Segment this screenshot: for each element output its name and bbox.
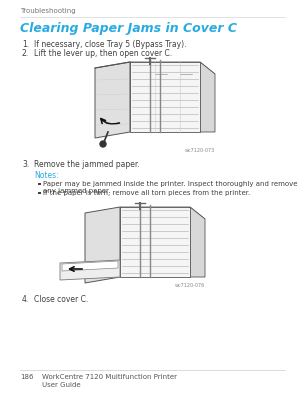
Polygon shape (120, 207, 190, 277)
Polygon shape (130, 62, 215, 74)
Text: Lift the lever up, then open cover C.: Lift the lever up, then open cover C. (34, 49, 172, 58)
Text: If the paper is torn, remove all torn pieces from the printer.: If the paper is torn, remove all torn pi… (43, 190, 250, 196)
Text: Remove the jammed paper.: Remove the jammed paper. (34, 160, 140, 169)
Text: Troubleshooting: Troubleshooting (20, 8, 76, 14)
Text: 3.: 3. (22, 160, 29, 169)
Text: 1.: 1. (22, 40, 29, 49)
Polygon shape (120, 207, 205, 219)
Text: Clearing Paper Jams in Cover C: Clearing Paper Jams in Cover C (20, 22, 237, 35)
Polygon shape (95, 62, 130, 138)
Polygon shape (130, 62, 200, 132)
Text: Paper may be jammed inside the printer. Inspect thoroughly and remove any jammed: Paper may be jammed inside the printer. … (43, 181, 298, 194)
FancyArrowPatch shape (101, 119, 119, 124)
Text: Close cover C.: Close cover C. (34, 295, 88, 304)
Polygon shape (200, 62, 215, 132)
Polygon shape (60, 260, 120, 280)
Polygon shape (190, 207, 205, 277)
Text: User Guide: User Guide (42, 382, 81, 388)
Text: 2.: 2. (22, 49, 29, 58)
Text: wc7120-076: wc7120-076 (175, 283, 205, 288)
Text: Notes:: Notes: (34, 171, 58, 180)
Polygon shape (85, 207, 120, 283)
Circle shape (100, 141, 106, 147)
FancyArrowPatch shape (70, 267, 82, 271)
Text: 4.: 4. (22, 295, 29, 304)
Text: If necessary, close Tray 5 (Bypass Tray).: If necessary, close Tray 5 (Bypass Tray)… (34, 40, 187, 49)
Text: 186: 186 (20, 374, 34, 380)
Polygon shape (62, 261, 118, 271)
Bar (38, 192, 40, 194)
Text: wc7120-073: wc7120-073 (185, 148, 215, 153)
Bar (38, 182, 40, 185)
Text: WorkCentre 7120 Multifunction Printer: WorkCentre 7120 Multifunction Printer (42, 374, 177, 380)
